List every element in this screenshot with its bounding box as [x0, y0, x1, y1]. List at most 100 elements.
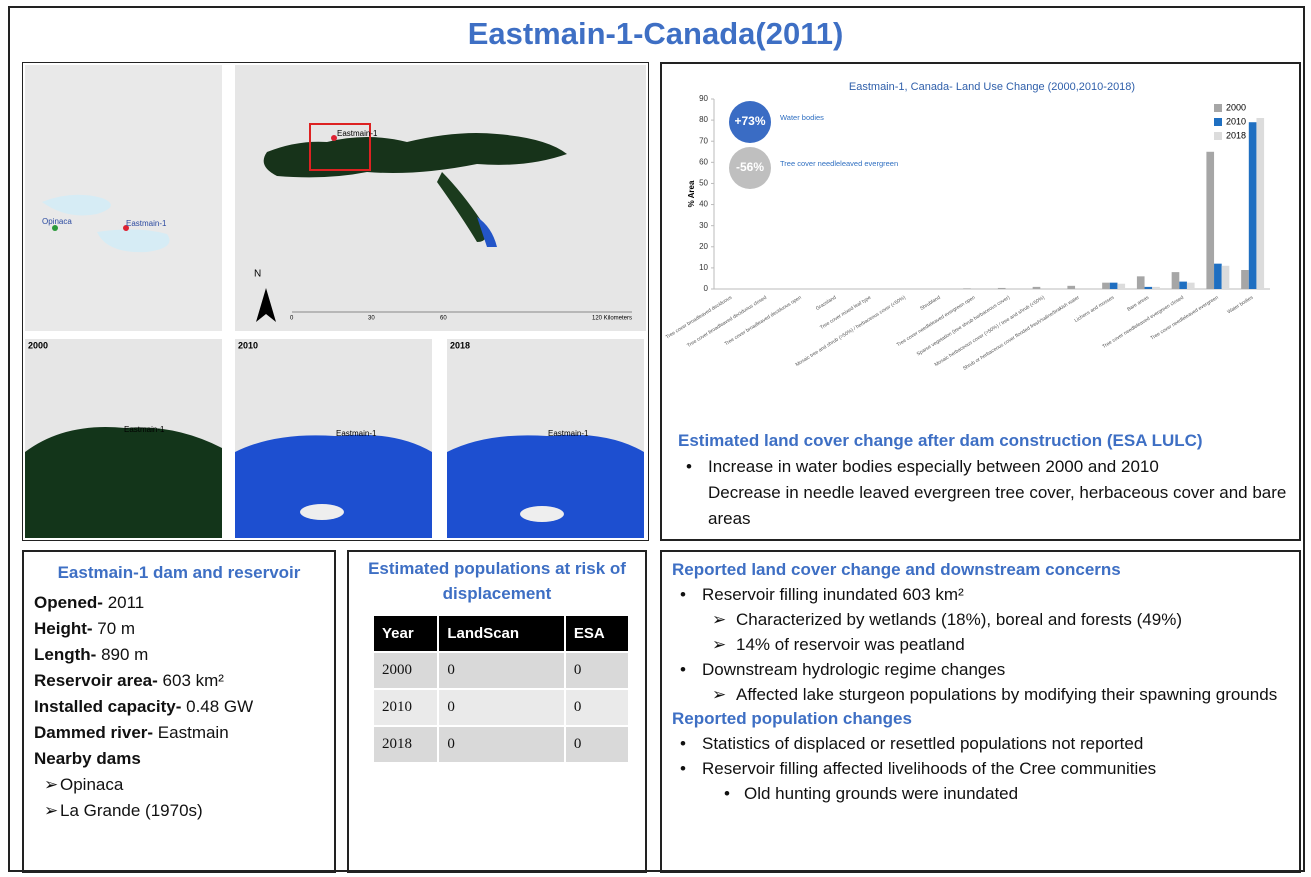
map-label: Eastmain-1 [124, 425, 165, 434]
annotation-text: Water bodies [780, 113, 824, 122]
y-tick-label: 80 [699, 115, 708, 124]
bar [1033, 287, 1041, 289]
info-value: 890 m [101, 645, 148, 664]
y-tick-label: 50 [699, 179, 708, 188]
y-tick-label: 40 [699, 200, 708, 209]
table-cell: 0 [565, 652, 629, 689]
y-axis-label: % Area [687, 180, 696, 207]
info-row: Opened- 2011 [34, 590, 324, 616]
annotation-text: Tree cover needleleaved evergreen [780, 159, 898, 168]
bar [1102, 283, 1110, 289]
bullet-item: Statistics of displaced or resettled pop… [672, 731, 1289, 756]
sub-item: Characterized by wetlands (18%), boreal … [702, 607, 1289, 632]
info-row: Installed capacity- 0.48 GW [34, 694, 324, 720]
year-label: 2000 [28, 340, 48, 350]
map-panel: Opinaca Eastmain-1 Eastmain-1 N 0 30 60 … [22, 62, 649, 541]
x-tick-label: Bare areas [1126, 294, 1150, 312]
info-row: Height- 70 m [34, 616, 324, 642]
bar [1249, 122, 1257, 289]
section-heading: Reported land cover change and downstrea… [672, 558, 1289, 582]
info-row: Dammed river- Eastmain [34, 720, 324, 746]
bullet-item: Reservoir filling inundated 603 km² [672, 582, 1289, 607]
bar [1137, 276, 1145, 289]
y-tick-label: 0 [704, 284, 709, 293]
nearby-item: Opinaca [34, 772, 324, 798]
table-header: ESA [565, 615, 629, 652]
info-value: 70 m [97, 619, 135, 638]
bar [1214, 264, 1222, 289]
population-panel: Estimated populations at risk of displac… [347, 550, 647, 873]
bar [1206, 152, 1214, 289]
sub-item: Old hunting grounds were inundated [716, 781, 1289, 806]
bar [1179, 282, 1187, 289]
table-cell: 2000 [373, 652, 438, 689]
x-tick-label: Tree cover broadleaved deciduous [665, 294, 734, 340]
table-cell: 0 [565, 726, 629, 763]
info-label: Reservoir area- [34, 671, 158, 690]
bar [1241, 270, 1249, 289]
chart-title: Eastmain-1, Canada- Land Use Change (200… [849, 81, 1135, 93]
legend-label: 2018 [1226, 130, 1246, 140]
map-label: Eastmain-1 [337, 129, 378, 138]
page: Eastmain-1-Canada(2011) Opinaca Eastmain… [0, 0, 1311, 877]
legend-swatch [1214, 132, 1222, 140]
map-label: Eastmain-1 [126, 219, 167, 228]
x-tick-label: Shrubland [919, 295, 942, 312]
legend-swatch [1214, 118, 1222, 126]
info-value: Eastmain [158, 723, 229, 742]
bar [1187, 283, 1195, 289]
x-tick-label: Tree cover needleleaved evergreen [1150, 295, 1220, 342]
map-label: Opinaca [42, 217, 72, 226]
legend-label: 2000 [1226, 102, 1246, 112]
info-value: 2011 [108, 593, 145, 612]
reported-panel: Reported land cover change and downstrea… [660, 550, 1301, 873]
nearby-item: La Grande (1970s) [34, 798, 324, 824]
info-row: Length- 890 m [34, 642, 324, 668]
map-label: Eastmain-1 [336, 429, 377, 438]
table-cell: 0 [438, 726, 565, 763]
table-cell: 0 [438, 689, 565, 726]
section-heading: Estimated land cover change after dam co… [678, 428, 1288, 454]
legend-swatch [1214, 104, 1222, 112]
bar [998, 288, 1006, 289]
table-cell: 0 [438, 652, 565, 689]
slide-title: Eastmain-1-Canada(2011) [0, 16, 1311, 52]
info-label: Height- [34, 619, 93, 638]
year-label: 2010 [238, 340, 258, 350]
y-tick-label: 10 [699, 263, 708, 272]
bar [963, 288, 971, 289]
info-row: Reservoir area- 603 km² [34, 668, 324, 694]
sub-item: Affected lake sturgeon populations by mo… [702, 682, 1289, 707]
table-header: LandScan [438, 615, 565, 652]
x-tick-label: Water bodies [1226, 294, 1254, 315]
section-heading: Estimated populations at risk of displac… [349, 552, 645, 606]
dam-info-panel: Eastmain-1 dam and reservoir Opened- 201… [22, 550, 336, 873]
y-tick-label: 70 [699, 136, 708, 145]
table-cell: 2010 [373, 689, 438, 726]
info-value: 0.48 GW [186, 697, 253, 716]
land-cover-summary: Estimated land cover change after dam co… [678, 428, 1288, 532]
y-tick-label: 60 [699, 157, 708, 166]
bullet-item: Downstream hydrologic regime changes [672, 657, 1289, 682]
info-label: Opened- [34, 593, 103, 612]
section-heading: Reported population changes [672, 707, 1289, 731]
sub-item: 14% of reservoir was peatland [702, 632, 1289, 657]
bullet-item: Increase in water bodies especially betw… [678, 454, 1288, 480]
year-label: 2018 [450, 340, 470, 350]
info-label: Dammed river- [34, 723, 153, 742]
y-tick-label: 30 [699, 221, 708, 230]
info-label: Length- [34, 645, 96, 664]
table-header: Year [373, 615, 438, 652]
table-row: 201800 [373, 726, 629, 763]
bar [1222, 266, 1230, 289]
bullet-item: Reservoir filling affected livelihoods o… [672, 756, 1289, 781]
info-value: 603 km² [163, 671, 224, 690]
table-cell: 0 [565, 689, 629, 726]
x-tick-label: Grassland [815, 295, 838, 312]
map-label: Eastmain-1 [548, 429, 589, 438]
section-heading: Eastmain-1 dam and reservoir [34, 560, 324, 586]
y-tick-label: 90 [699, 94, 708, 103]
annotation-value: +73% [734, 114, 765, 128]
